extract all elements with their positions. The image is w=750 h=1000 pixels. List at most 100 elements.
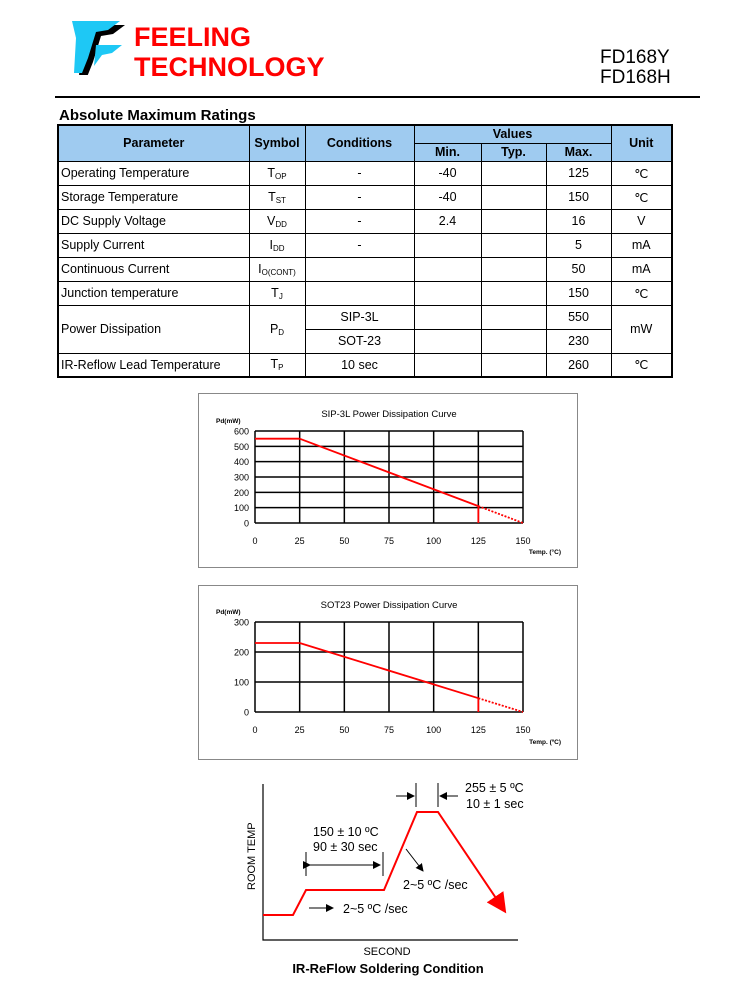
x-tick-label: 50 <box>339 536 349 546</box>
sip3l-chart-svg: SIP-3L Power Dissipation Curve Pd(mW) Temp… <box>216 409 561 556</box>
cell-max: 50 <box>545 256 612 282</box>
cell-typ <box>480 232 547 258</box>
cell-max: 150 <box>545 280 612 306</box>
cell-min <box>413 256 482 282</box>
chart-title: SOT23 Power Dissipation Curve <box>321 600 458 611</box>
reflow-axes <box>262 784 518 941</box>
peak-temp-label: 255 ± 5 ºC <box>465 781 524 795</box>
x-tick-label: 150 <box>515 725 530 735</box>
header-typ: Typ. <box>480 142 547 162</box>
header-max: Max. <box>545 142 612 162</box>
y-tick-label: 400 <box>234 457 249 467</box>
x-tick-label: 100 <box>426 536 441 546</box>
cell-typ <box>480 352 547 378</box>
cell-unit: ℃ <box>610 184 673 210</box>
symbol: IDD <box>269 237 285 253</box>
derating-line <box>299 437 479 507</box>
header-parameter: Parameter <box>57 124 250 162</box>
header-divider <box>55 96 700 98</box>
cell-max: 550 <box>545 304 612 330</box>
x-tick-label: 0 <box>252 536 257 546</box>
ramp2-label: 2~5 ºC /sec <box>403 878 468 892</box>
company-name: FEELING TECHNOLOGY <box>134 22 325 82</box>
cell-typ <box>480 160 547 186</box>
section-title: Absolute Maximum Ratings <box>59 107 256 124</box>
x-tick-label: 150 <box>515 536 530 546</box>
x-tick-label: 25 <box>295 725 305 735</box>
cell-parameter: Operating Temperature <box>57 160 250 186</box>
x-tick-label: 75 <box>384 536 394 546</box>
table-row: Supply Current IDD - 5 mA <box>57 232 673 258</box>
table-row: DC Supply Voltage VDD - 2.4 16 V <box>57 208 673 234</box>
symbol: TST <box>268 189 286 205</box>
cell-parameter: Power Dissipation <box>57 304 250 354</box>
cell-symbol: TJ <box>248 280 306 306</box>
sot23-chart: SOT23 Power Dissipation Curve Pd(mW) Temp.… <box>198 585 578 760</box>
x-axis-label: Temp. (ºC) <box>529 739 561 746</box>
model-numbers: FD168Y FD168H <box>600 48 671 88</box>
cell-symbol: TST <box>248 184 306 210</box>
cell-parameter: Storage Temperature <box>57 184 250 210</box>
x-tick-label: 25 <box>295 536 305 546</box>
cell-min: -40 <box>413 184 482 210</box>
cell-unit: ℃ <box>610 352 673 378</box>
table-row: Junction temperature TJ 150 ℃ <box>57 280 673 306</box>
derating-line <box>299 642 479 700</box>
cell-min: 2.4 <box>413 208 482 234</box>
x-tick-label: 75 <box>384 725 394 735</box>
table-row: Continuous Current IO(CONT) 50 mA <box>57 256 673 282</box>
cell-conditions: - <box>304 160 415 186</box>
table-row: Operating Temperature TOP - -40 125 ℃ <box>57 160 673 186</box>
peak-time-label: 10 ± 1 sec <box>466 797 524 811</box>
cell-max: 230 <box>545 328 612 354</box>
cell-symbol: IDD <box>248 232 306 258</box>
sip3l-chart: SIP-3L Power Dissipation Curve Pd(mW) Temp… <box>198 393 578 568</box>
symbol: VDD <box>267 213 287 229</box>
y-axis-label: Pd(mW) <box>216 609 241 616</box>
cell-typ <box>480 256 547 282</box>
y-tick-label: 300 <box>234 618 249 628</box>
cell-symbol: TP <box>248 352 306 378</box>
symbol: TJ <box>271 285 283 301</box>
cell-typ <box>480 304 547 330</box>
cell-symbol: TOP <box>248 160 306 186</box>
y-axis-label: Pd(mW) <box>216 418 241 425</box>
cell-min <box>413 304 482 330</box>
cell-min <box>413 232 482 258</box>
reflow-profile-curve <box>263 811 507 916</box>
cell-typ <box>480 280 547 306</box>
table-row: Power Dissipation PD SIP-3L 550 mW <box>57 304 673 354</box>
cell-unit: ℃ <box>610 160 673 186</box>
cell-parameter: Supply Current <box>57 232 250 258</box>
cell-conditions <box>304 256 415 282</box>
cell-conditions: - <box>304 232 415 258</box>
y-tick-label: 100 <box>234 678 249 688</box>
cell-conditions: 10 sec <box>304 352 415 378</box>
cell-unit: ℃ <box>610 280 673 306</box>
derating-line-dotted <box>478 505 524 524</box>
cell-conditions: - <box>304 184 415 210</box>
cell-min <box>413 352 482 378</box>
cell-conditions <box>304 280 415 306</box>
table-row: Storage Temperature TST - -40 150 ℃ <box>57 184 673 210</box>
cell-symbol: IO(CONT) <box>248 256 306 282</box>
cell-max: 150 <box>545 184 612 210</box>
symbol: TOP <box>267 165 287 181</box>
soak-temp-label: 150 ± 10 ºC <box>313 825 379 839</box>
cell-conditions: SIP-3L <box>304 304 415 330</box>
cell-conditions: - <box>304 208 415 234</box>
derating-line-dotted <box>478 697 524 713</box>
header-unit: Unit <box>610 124 673 162</box>
brand-line2: TECHNOLOGY <box>134 52 325 82</box>
reflow-xlabel: SECOND <box>363 946 410 958</box>
y-tick-label: 200 <box>234 488 249 498</box>
model-2: FD168H <box>600 67 671 88</box>
cell-unit: mA <box>610 256 673 282</box>
ramp2-arrow <box>405 848 424 872</box>
cell-parameter: DC Supply Voltage <box>57 208 250 234</box>
x-tick-label: 100 <box>426 725 441 735</box>
y-tick-label: 0 <box>244 519 249 529</box>
header-values: Values <box>413 124 612 144</box>
cell-min: -40 <box>413 160 482 186</box>
cell-typ <box>480 328 547 354</box>
